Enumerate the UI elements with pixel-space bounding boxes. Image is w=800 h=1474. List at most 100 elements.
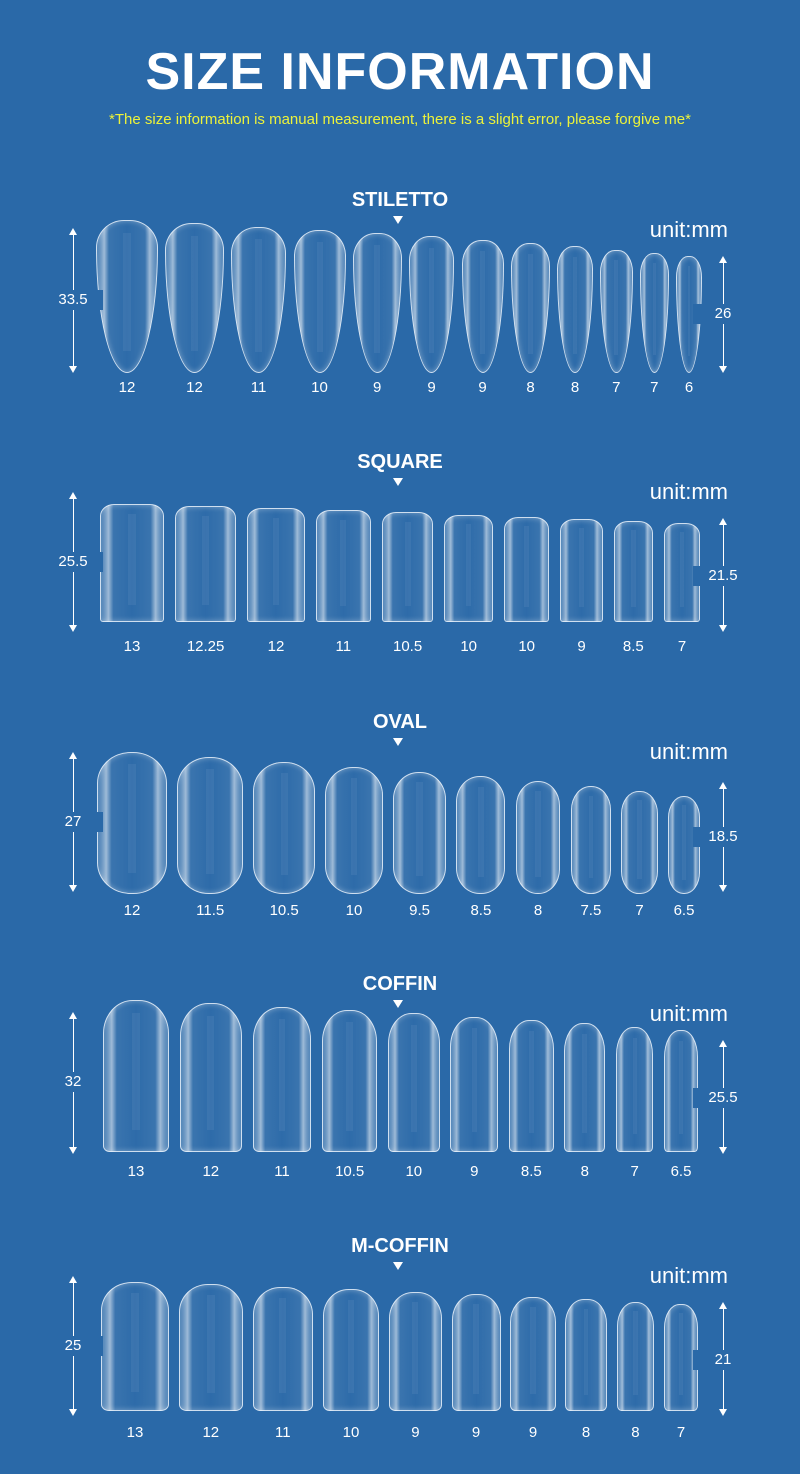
nail-tip [393,771,447,894]
shortest-length-dimension: 21 [693,1302,753,1416]
nail-tip [247,508,305,622]
nail-tip [387,1013,440,1152]
tip-size-label: 13 [126,1424,144,1441]
nail-tip-row: 12 11.5 10.5 10 9.5 8.5 8 7.5 7 6.5 [0,710,800,950]
tip-size-label: 9 [427,379,436,396]
shortest-length-dimension: 26 [693,256,753,373]
shortest-length-dimension: 21.5 [693,518,753,632]
tip-size-label: 9 [411,1424,420,1441]
shape-title: COFFIN [362,973,438,995]
arrow-up-icon [719,1302,727,1309]
arrow-down-icon [69,1409,77,1416]
longest-length-label: 32 [43,1072,103,1092]
down-arrow-icon [393,216,403,224]
nail-tip [664,1304,698,1411]
shape-title: SQUARE [357,451,443,473]
unit-label: unit:mm [649,1001,728,1026]
tip-size-label: 12 [123,902,141,919]
arrow-up-icon [719,782,727,789]
nail-tip [504,516,550,622]
nail-tip [450,1016,499,1152]
tip-size-label: 7 [677,638,687,655]
tip-size-label: 7 [650,379,659,396]
nail-tip-row: 13 12 11 10.5 10 9 8.5 8 7 6.5 [0,972,800,1212]
arrow-down-icon [69,625,77,632]
nail-tip [408,236,455,373]
nail-tip [100,504,164,622]
nail-tip [570,786,612,894]
nail-tip [451,1294,501,1411]
nail-tip [165,223,224,373]
nail-tip [444,514,493,622]
down-arrow-icon [393,738,403,746]
nail-tip [96,220,158,373]
arrow-down-icon [719,1147,727,1154]
arrow-up-icon [719,518,727,525]
arrow-up-icon [69,1276,77,1283]
tip-size-label: 7.5 [580,902,602,919]
nail-tip [509,1020,554,1152]
longest-length-label: 27 [43,812,103,832]
nail-tip [325,766,383,894]
nail-tip [613,520,653,622]
nail-tip [621,791,658,894]
nail-tip [600,249,633,373]
arrow-down-icon [719,625,727,632]
tip-size-label: 8.5 [520,1163,542,1180]
tip-size-label: 12 [186,379,203,396]
unit-label: unit:mm [649,479,728,504]
longest-length-dimension: 32 [43,1012,103,1154]
nail-tip [639,252,669,373]
tip-size-label: 9 [373,379,382,396]
nail-tip [564,1023,606,1152]
longest-length-label: 25.5 [43,552,103,572]
tip-size-label: 7 [612,379,621,396]
nail-tip [253,761,315,894]
nail-tip [664,1030,698,1152]
arrow-down-icon [69,885,77,892]
tip-size-label: 11 [275,1424,291,1441]
shortest-length-label: 26 [693,304,753,324]
longest-length-label: 33.5 [43,290,103,310]
nail-tip [557,246,593,373]
shortest-length-label: 21 [693,1350,753,1370]
nail-tip [97,752,167,894]
nail-tip [381,512,434,622]
longest-length-dimension: 25.5 [43,492,103,632]
shortest-length-label: 18.5 [693,827,753,847]
nail-tip [230,226,287,373]
down-arrow-icon [393,1262,403,1270]
nail-tip [510,242,550,373]
shortest-length-dimension: 18.5 [693,782,753,892]
tip-size-label: 8 [631,1424,640,1441]
nail-tip [352,233,402,373]
tip-size-label: 10 [405,1163,423,1180]
coffin-section: COFFIN unit:mm 13 12 11 10.5 10 9 8.5 8 7 6.5 32 … [0,972,800,1212]
tip-size-label: 9 [528,1424,538,1441]
measurement-note: *The size information is manual measurem… [109,111,691,128]
nail-tip [515,781,561,894]
tip-size-label: 10.5 [335,1163,365,1180]
tip-size-label: 10 [518,638,536,655]
tip-size-label: 8 [526,379,535,396]
down-arrow-icon [393,1000,403,1008]
nail-tip [252,1286,313,1411]
arrow-down-icon [719,366,727,373]
nail-tip [252,1006,312,1152]
nail-tip [316,510,371,622]
nail-tip [461,239,504,373]
square-section: SQUARE unit:mm 13 12.25 12 11 10.5 10 10 9 8.5 7 … [0,450,800,690]
nail-tip [565,1299,607,1411]
longest-length-label: 25 [43,1336,103,1356]
nail-tip [615,1026,654,1152]
unit-label: unit:mm [649,739,728,764]
down-arrow-icon [393,478,403,486]
nail-tip [456,776,506,894]
shape-title: M-COFFIN [351,1235,449,1257]
tip-size-label: 7 [676,1424,686,1441]
nail-tip [389,1291,442,1411]
tip-size-label: 12 [202,1163,220,1180]
nail-tip [178,1284,243,1411]
nail-tip [293,229,346,373]
arrow-down-icon [719,1409,727,1416]
